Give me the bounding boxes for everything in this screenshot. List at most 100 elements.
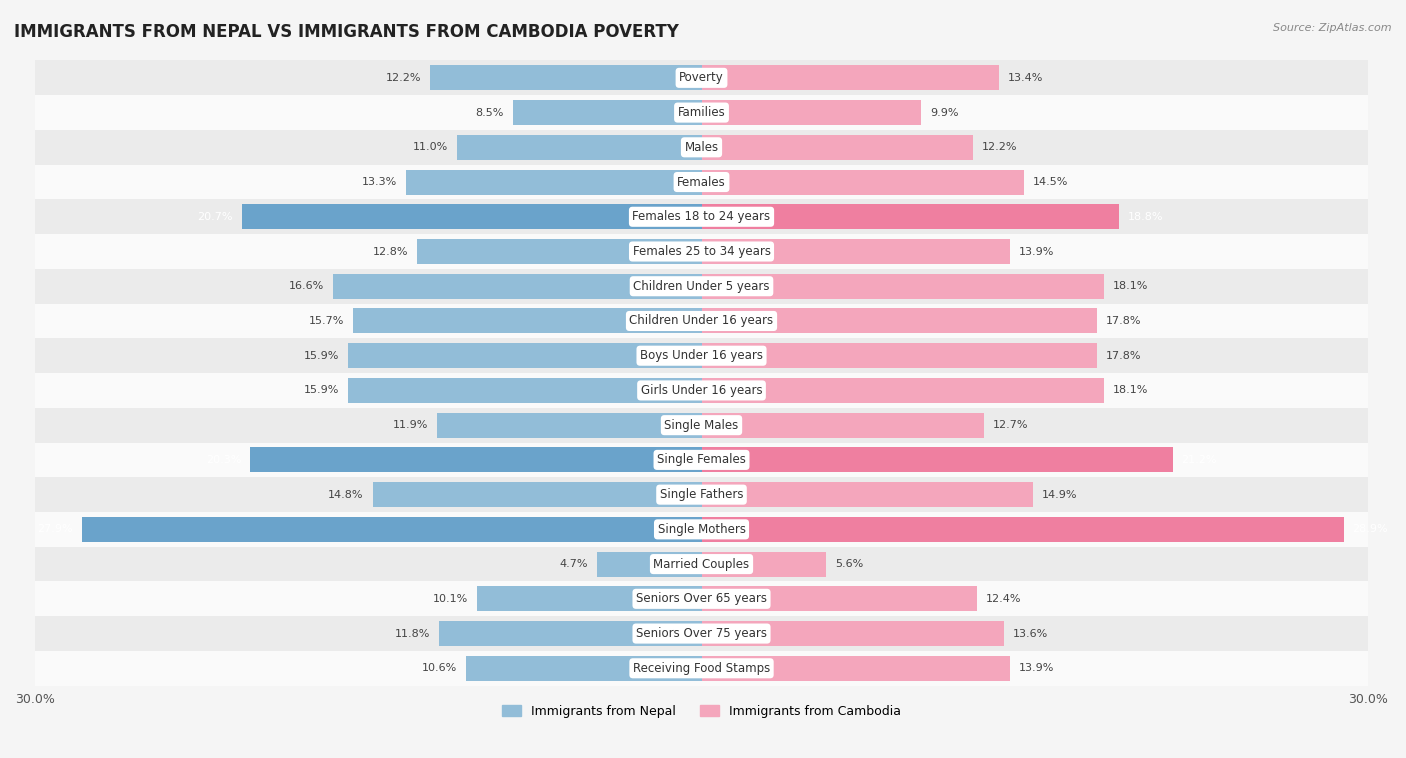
Legend: Immigrants from Nepal, Immigrants from Cambodia: Immigrants from Nepal, Immigrants from C… — [496, 700, 907, 723]
Text: 13.4%: 13.4% — [1008, 73, 1043, 83]
Bar — [242, 204, 702, 229]
Text: 13.9%: 13.9% — [1019, 663, 1054, 673]
Bar — [437, 412, 702, 437]
Bar — [702, 343, 1097, 368]
Text: Single Males: Single Males — [665, 418, 738, 431]
Text: 11.8%: 11.8% — [395, 628, 430, 638]
Text: 14.5%: 14.5% — [1032, 177, 1069, 187]
Text: Single Mothers: Single Mothers — [658, 523, 745, 536]
Bar — [477, 587, 702, 612]
Bar — [465, 656, 702, 681]
Text: 12.8%: 12.8% — [373, 246, 408, 256]
Bar — [35, 616, 1368, 651]
Text: Children Under 16 years: Children Under 16 years — [630, 315, 773, 327]
Text: 11.0%: 11.0% — [413, 143, 449, 152]
Text: Seniors Over 75 years: Seniors Over 75 years — [636, 627, 768, 640]
Text: 12.7%: 12.7% — [993, 420, 1028, 430]
Text: 15.9%: 15.9% — [304, 385, 339, 396]
Text: 15.7%: 15.7% — [308, 316, 344, 326]
Text: 16.6%: 16.6% — [288, 281, 323, 291]
Bar — [35, 130, 1368, 164]
Bar — [439, 621, 702, 646]
Bar — [35, 199, 1368, 234]
Bar — [333, 274, 702, 299]
Text: Females 18 to 24 years: Females 18 to 24 years — [633, 210, 770, 224]
Bar — [373, 482, 702, 507]
Bar — [349, 343, 702, 368]
Text: Receiving Food Stamps: Receiving Food Stamps — [633, 662, 770, 675]
Text: 17.8%: 17.8% — [1107, 316, 1142, 326]
Text: Married Couples: Married Couples — [654, 558, 749, 571]
Text: 8.5%: 8.5% — [475, 108, 503, 117]
Text: Poverty: Poverty — [679, 71, 724, 84]
Text: 20.7%: 20.7% — [197, 211, 232, 222]
Text: 18.8%: 18.8% — [1128, 211, 1164, 222]
Text: 10.6%: 10.6% — [422, 663, 457, 673]
Bar — [702, 482, 1032, 507]
Bar — [702, 656, 1011, 681]
Bar — [35, 61, 1368, 96]
Bar — [702, 239, 1011, 264]
Text: Males: Males — [685, 141, 718, 154]
Bar — [349, 378, 702, 403]
Bar — [702, 587, 977, 612]
Bar — [702, 552, 825, 577]
Text: 12.4%: 12.4% — [986, 594, 1021, 604]
Bar — [702, 309, 1097, 334]
Bar — [35, 269, 1368, 304]
Bar — [353, 309, 702, 334]
Bar — [35, 512, 1368, 547]
Text: Girls Under 16 years: Girls Under 16 years — [641, 384, 762, 397]
Text: Source: ZipAtlas.com: Source: ZipAtlas.com — [1274, 23, 1392, 33]
Text: 13.9%: 13.9% — [1019, 246, 1054, 256]
Text: 20.3%: 20.3% — [207, 455, 242, 465]
Bar — [457, 135, 702, 160]
Bar — [35, 443, 1368, 478]
Text: 13.3%: 13.3% — [361, 177, 396, 187]
Bar — [702, 274, 1104, 299]
Bar — [82, 517, 702, 542]
Text: 14.8%: 14.8% — [328, 490, 364, 500]
Bar — [35, 234, 1368, 269]
Bar — [35, 164, 1368, 199]
Bar — [702, 135, 973, 160]
Text: 13.6%: 13.6% — [1012, 628, 1047, 638]
Bar — [702, 170, 1024, 195]
Text: Boys Under 16 years: Boys Under 16 years — [640, 349, 763, 362]
Bar — [702, 100, 921, 125]
Bar — [702, 204, 1119, 229]
Text: 5.6%: 5.6% — [835, 559, 863, 569]
Text: 27.9%: 27.9% — [37, 525, 73, 534]
Text: 21.2%: 21.2% — [1181, 455, 1218, 465]
Text: 12.2%: 12.2% — [981, 143, 1017, 152]
Bar — [598, 552, 702, 577]
Bar — [35, 651, 1368, 686]
Bar — [702, 447, 1173, 472]
Bar — [35, 581, 1368, 616]
Bar — [513, 100, 702, 125]
Text: Children Under 5 years: Children Under 5 years — [633, 280, 769, 293]
Text: 28.9%: 28.9% — [1353, 525, 1388, 534]
Text: 17.8%: 17.8% — [1107, 351, 1142, 361]
Bar — [35, 96, 1368, 130]
Text: 4.7%: 4.7% — [560, 559, 588, 569]
Bar — [35, 408, 1368, 443]
Text: Families: Families — [678, 106, 725, 119]
Bar — [35, 478, 1368, 512]
Text: 18.1%: 18.1% — [1112, 385, 1147, 396]
Text: Seniors Over 65 years: Seniors Over 65 years — [636, 592, 768, 606]
Text: Single Fathers: Single Fathers — [659, 488, 744, 501]
Text: 14.9%: 14.9% — [1042, 490, 1077, 500]
Bar — [35, 304, 1368, 338]
Bar — [35, 338, 1368, 373]
Bar — [702, 65, 1000, 90]
Text: Females: Females — [678, 176, 725, 189]
Bar — [406, 170, 702, 195]
Bar — [430, 65, 702, 90]
Bar — [702, 621, 1004, 646]
Bar — [35, 547, 1368, 581]
Bar — [702, 517, 1344, 542]
Text: 12.2%: 12.2% — [387, 73, 422, 83]
Text: 18.1%: 18.1% — [1112, 281, 1147, 291]
Text: IMMIGRANTS FROM NEPAL VS IMMIGRANTS FROM CAMBODIA POVERTY: IMMIGRANTS FROM NEPAL VS IMMIGRANTS FROM… — [14, 23, 679, 41]
